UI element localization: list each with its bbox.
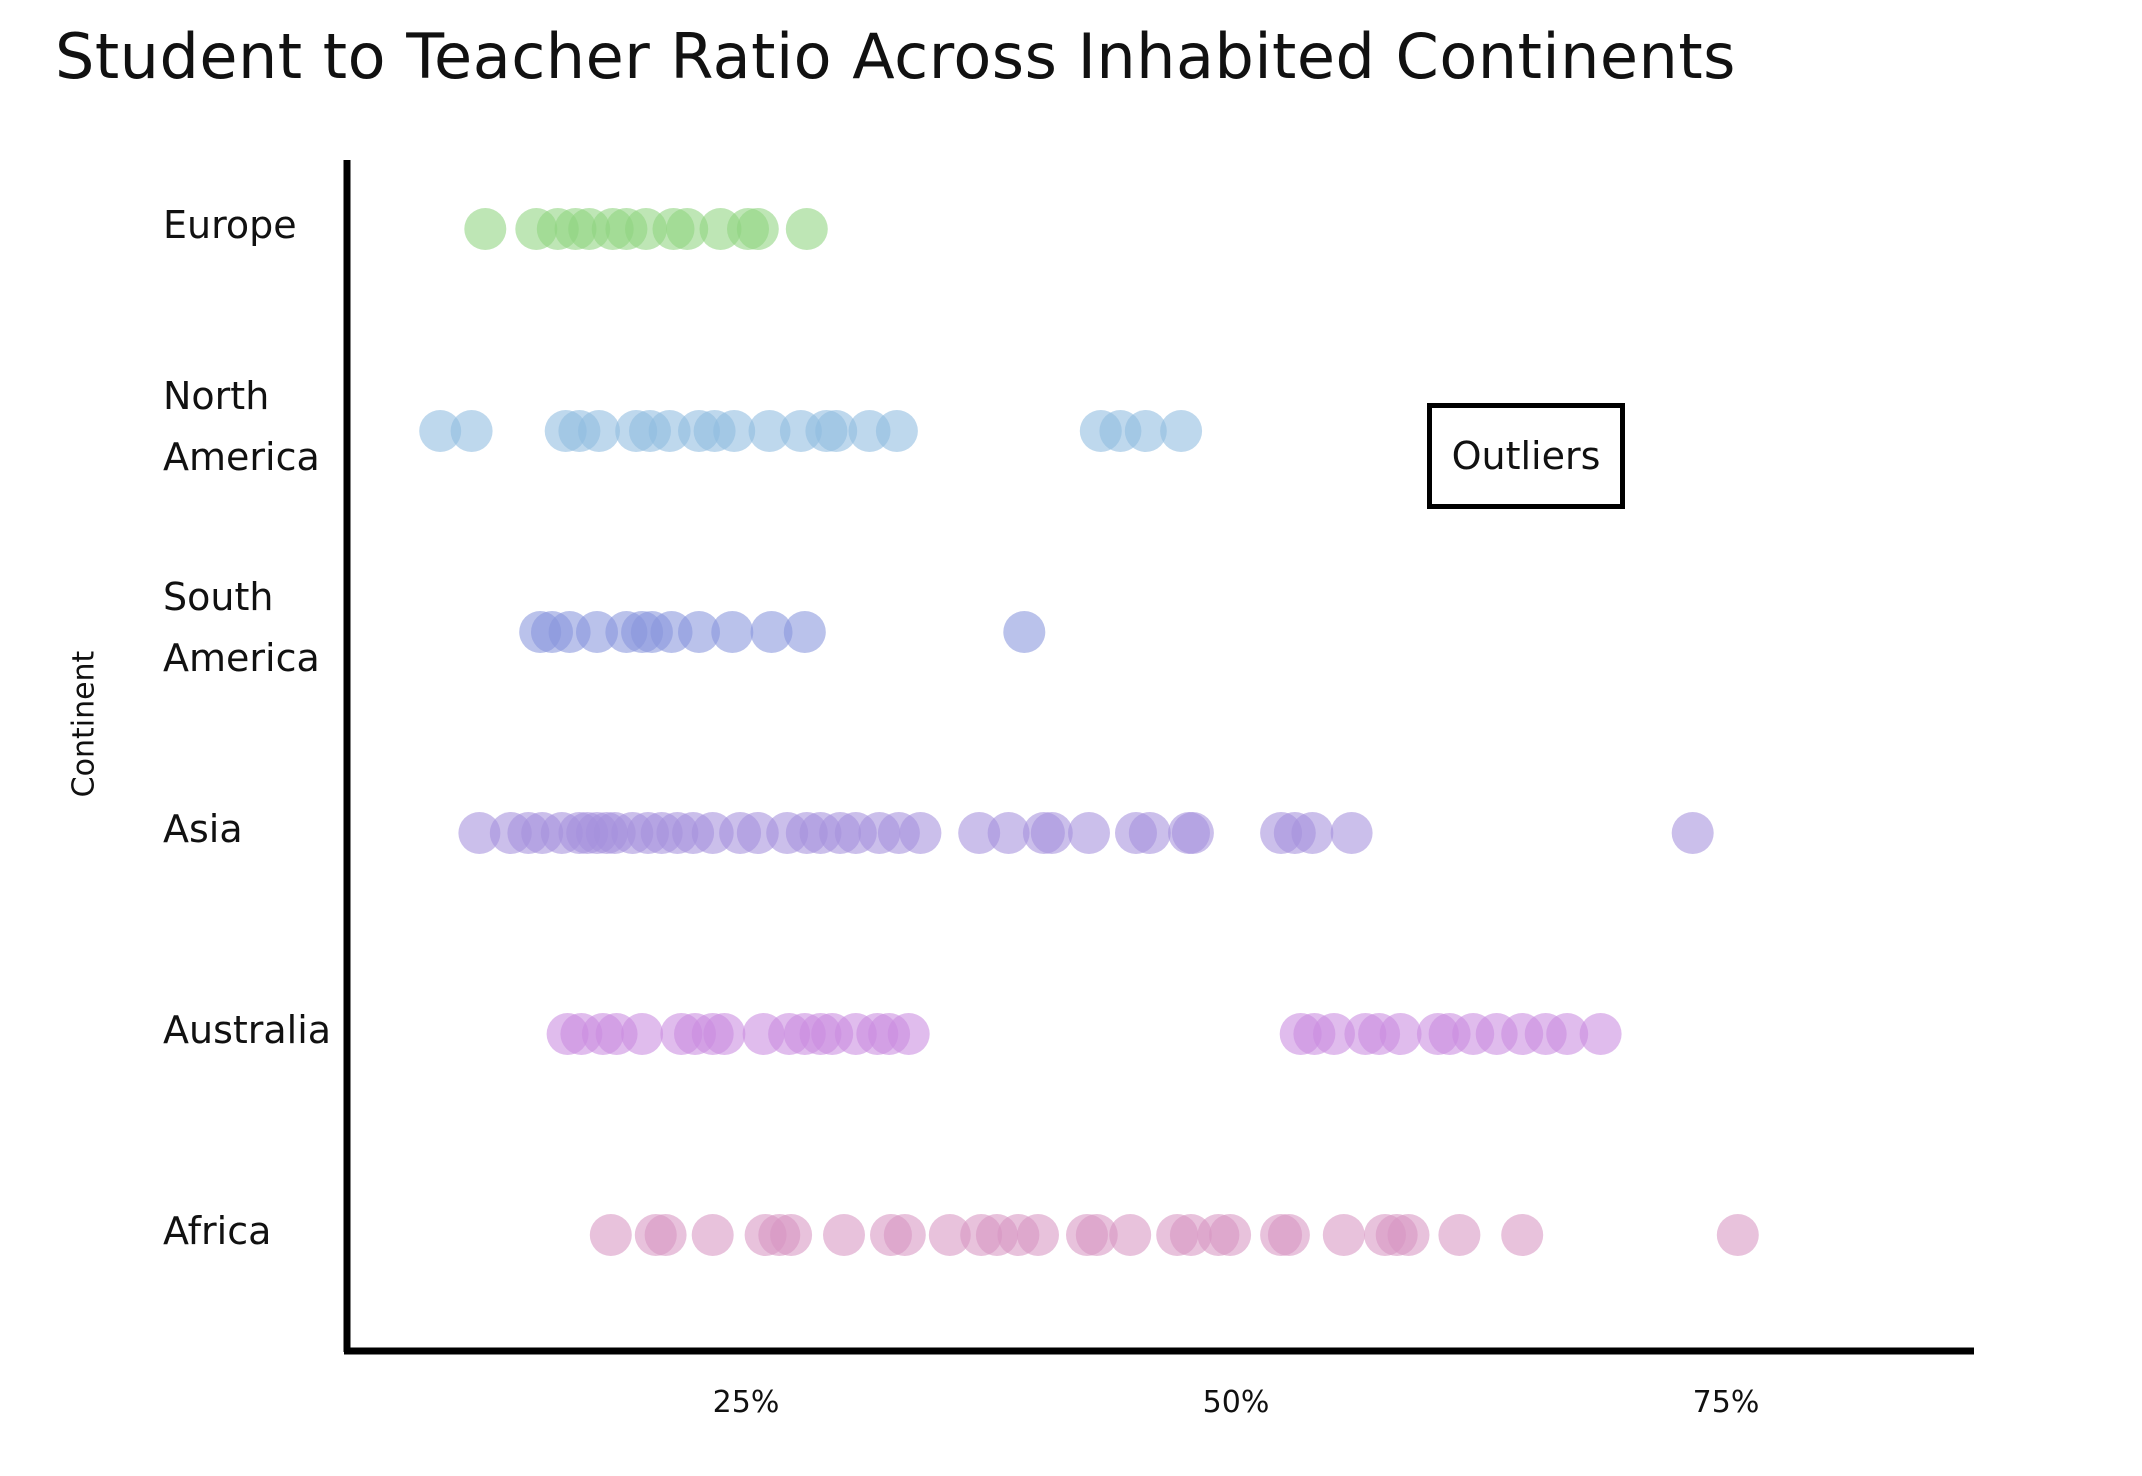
data-point — [783, 611, 826, 653]
data-point — [1017, 1214, 1059, 1256]
series-south-america — [519, 611, 1046, 653]
data-point — [1387, 1214, 1430, 1256]
data-point — [458, 812, 501, 854]
category-label-asia: Asia — [163, 799, 243, 860]
data-point — [1501, 1214, 1544, 1256]
data-points — [419, 208, 1759, 1256]
chart-title: Student to Teacher Ratio Across Inhabite… — [55, 20, 1736, 93]
data-point — [1124, 410, 1167, 452]
data-point — [1322, 1214, 1365, 1256]
data-point — [1579, 1013, 1622, 1055]
data-point — [666, 208, 709, 250]
data-point — [1716, 1214, 1759, 1256]
data-point — [1438, 1214, 1481, 1256]
data-point — [1313, 1013, 1355, 1055]
outliers-annotation: Outliers — [1427, 403, 1625, 509]
data-point — [1109, 1214, 1152, 1256]
data-point — [785, 208, 828, 250]
data-point — [1075, 1214, 1118, 1256]
x-tick-label: 25% — [712, 1385, 780, 1420]
category-label-line: America — [163, 435, 320, 479]
data-point — [648, 410, 691, 452]
data-point — [887, 1013, 930, 1055]
data-point — [875, 410, 918, 452]
data-point — [1003, 611, 1046, 653]
data-point — [589, 1214, 632, 1256]
series-africa — [589, 1214, 1759, 1256]
data-point — [578, 410, 620, 452]
category-label-line: America — [163, 636, 320, 680]
data-point — [928, 1214, 971, 1256]
data-point — [770, 1214, 813, 1256]
data-point — [899, 812, 942, 854]
data-point — [691, 1214, 734, 1256]
data-point — [450, 410, 493, 452]
data-point — [987, 812, 1030, 854]
data-point — [621, 1013, 664, 1055]
data-point — [736, 812, 779, 854]
data-point — [750, 611, 793, 653]
data-point — [1209, 1214, 1252, 1256]
data-point — [711, 611, 754, 653]
data-point — [736, 208, 779, 250]
data-point — [644, 1214, 687, 1256]
x-tick-label: 75% — [1692, 1385, 1760, 1420]
data-point — [1171, 812, 1214, 854]
data-point — [1671, 812, 1714, 854]
data-point — [1160, 410, 1203, 452]
category-label-line: South — [163, 575, 274, 619]
data-point — [1379, 1013, 1422, 1055]
series-australia — [546, 1013, 1622, 1055]
category-label-line: Africa — [163, 1208, 272, 1253]
data-point — [419, 410, 462, 452]
series-asia — [458, 812, 1714, 854]
data-point — [713, 410, 756, 452]
data-point — [1128, 812, 1171, 854]
category-label-australia: Australia — [163, 1000, 331, 1061]
category-label-line: Australia — [163, 1007, 332, 1052]
category-label-north-america: North America — [163, 366, 320, 488]
category-label-africa: Africa — [163, 1201, 271, 1262]
data-point — [1546, 1013, 1589, 1055]
series-europe — [464, 208, 828, 250]
data-point — [703, 1013, 746, 1055]
data-point — [823, 1214, 865, 1256]
category-label-line: North — [163, 374, 270, 418]
data-point — [464, 208, 507, 250]
data-point — [748, 410, 791, 452]
data-point — [678, 611, 720, 653]
category-label-europe: Europe — [163, 195, 297, 256]
data-point — [1267, 1214, 1310, 1256]
data-point — [883, 1214, 926, 1256]
category-label-line: Europe — [163, 202, 297, 247]
data-point — [576, 611, 618, 653]
data-point — [1068, 812, 1110, 854]
data-point — [958, 812, 1001, 854]
annotation-text: Outliers — [1451, 434, 1601, 478]
series-north-america — [419, 410, 1203, 452]
category-label-south-america: South America — [163, 567, 320, 689]
data-point — [1330, 812, 1373, 854]
data-point — [815, 410, 858, 452]
data-point — [1030, 812, 1073, 854]
category-label-line: Asia — [163, 806, 243, 851]
data-point — [1291, 812, 1334, 854]
x-tick-label: 50% — [1202, 1385, 1270, 1420]
